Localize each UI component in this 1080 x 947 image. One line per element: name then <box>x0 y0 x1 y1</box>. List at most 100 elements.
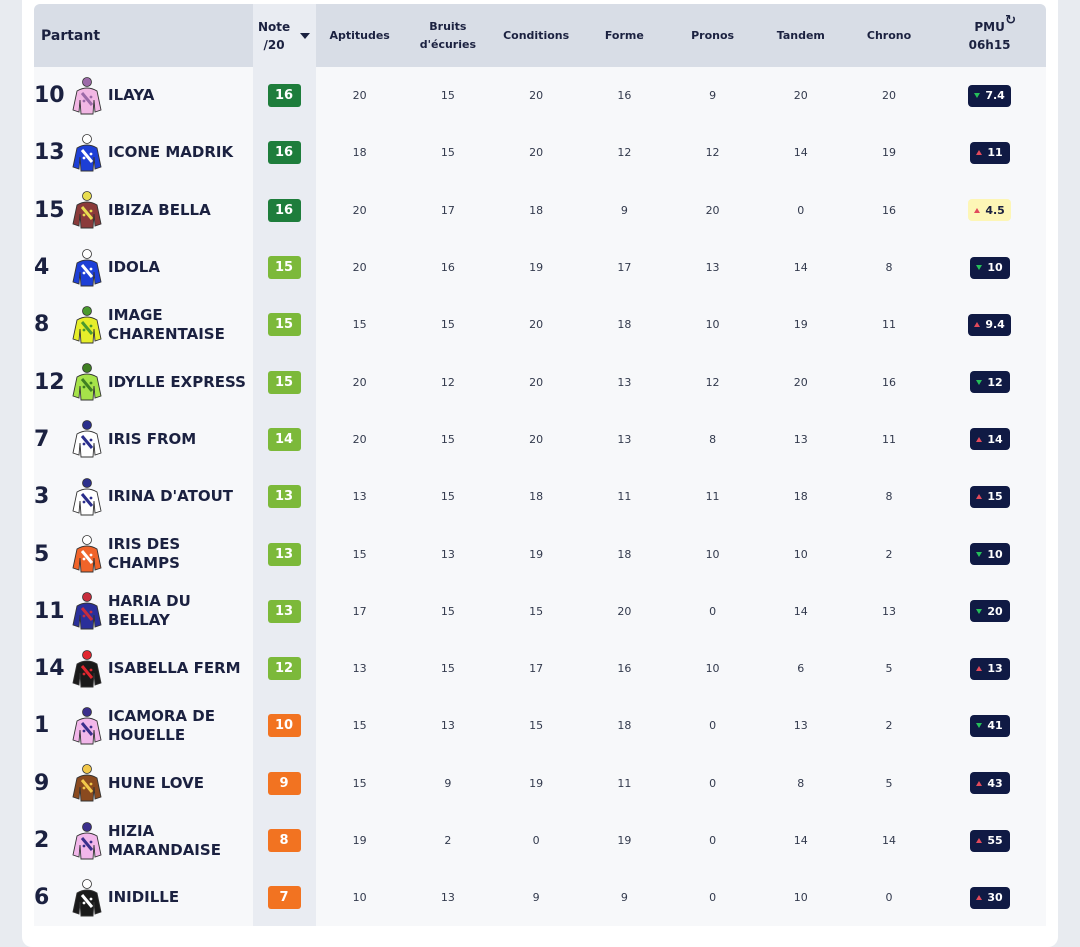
table-row[interactable]: 14 ISABELLA FERM 12 13 15 17 16 10 6 5 13 <box>34 639 1046 698</box>
table-row[interactable]: 4 IDOLA 15 20 16 19 17 13 14 8 10 <box>34 238 1046 297</box>
partants-table: Partant Note /20 Aptitudes Bruits d'écur… <box>34 4 1046 927</box>
pmu-odds-value: 20 <box>987 604 1003 618</box>
partant-cell[interactable]: 15 IBIZA BELLA <box>34 182 253 239</box>
note-cell: 16 <box>252 181 316 239</box>
horse-number: 6 <box>34 885 50 911</box>
pmu-cell: 30 <box>933 869 1046 926</box>
col-partant[interactable]: Partant <box>34 4 253 67</box>
jockey-silk-icon <box>70 76 104 116</box>
table-row[interactable]: 6 INIDILLE 7 10 13 9 9 0 10 0 30 <box>34 869 1046 927</box>
aptitudes-cell: 20 <box>352 261 367 275</box>
horse-number: 5 <box>34 541 50 567</box>
note-cell: 7 <box>252 869 316 927</box>
table-row[interactable]: 7 IRIS FROM 14 20 15 20 13 8 13 11 14 <box>34 410 1046 469</box>
horse-number: 7 <box>34 426 50 452</box>
tandem-cell: 8 <box>797 776 805 790</box>
partant-cell[interactable]: 9 HUNE LOVE <box>34 755 253 812</box>
bruits-cell: 16 <box>440 261 455 275</box>
pmu-cell: 12 <box>933 353 1046 410</box>
horse-name[interactable]: INIDILLE <box>108 888 180 907</box>
tandem-cell: 10 <box>793 547 808 561</box>
aptitudes-cell: 17 <box>352 604 367 618</box>
partant-cell[interactable]: 2 HIZIA MARANDAISE <box>34 812 253 869</box>
table-row[interactable]: 8 IMAGE CHARENTAISE 15 15 15 20 18 10 19 11 9.… <box>34 296 1046 354</box>
pmu-odds-value: 4.5 <box>985 203 1005 217</box>
horse-name[interactable]: IDYLLE EXPRESS <box>108 372 246 391</box>
horse-name[interactable]: HUNE LOVE <box>108 773 204 792</box>
horse-number: 13 <box>34 140 65 166</box>
chrono-cell: 8 <box>885 490 893 504</box>
pmu-odds-badge: 7.4 <box>968 84 1011 107</box>
table-row[interactable]: 5 IRIS DES CHAMPS 13 15 13 19 18 10 10 2 10 <box>34 525 1046 583</box>
partant-cell[interactable]: 6 INIDILLE <box>34 869 253 926</box>
col-conditions-label: Conditions <box>503 28 570 42</box>
partant-cell[interactable]: 13 ICONE MADRIK <box>34 124 253 181</box>
horse-name[interactable]: IRIS FROM <box>108 429 197 448</box>
col-conditions[interactable]: Conditions <box>492 4 580 67</box>
jockey-silk-icon <box>70 477 104 517</box>
partant-cell[interactable]: 7 IRIS FROM <box>34 411 253 468</box>
table-row[interactable]: 9 HUNE LOVE 9 15 9 19 11 0 8 5 43 <box>34 754 1046 812</box>
pronos-cell: 10 <box>705 547 720 561</box>
table-row[interactable]: 13 ICONE MADRIK 16 18 15 20 12 12 14 19 11 <box>34 124 1046 182</box>
horse-name[interactable]: IRINA D'ATOUT <box>108 487 233 506</box>
table-row[interactable]: 2 HIZIA MARANDAISE 8 19 2 0 19 0 14 14 55 <box>34 811 1046 870</box>
conditions-cell: 18 <box>529 490 544 504</box>
partant-cell[interactable]: 8 IMAGE CHARENTAISE <box>34 296 253 353</box>
partant-cell[interactable]: 14 ISABELLA FERM <box>34 640 253 697</box>
horse-name[interactable]: ICAMORA DE HOUELLE <box>108 706 215 744</box>
pronos-cell: 10 <box>705 318 720 332</box>
horse-name[interactable]: IMAGE CHARENTAISE <box>108 305 225 343</box>
pronos-cell: 10 <box>705 662 720 676</box>
pmu-cell: 14 <box>933 411 1046 468</box>
table-row[interactable]: 15 IBIZA BELLA 16 20 17 18 9 20 0 16 4.5 <box>34 181 1046 239</box>
pmu-odds-value: 7.4 <box>985 89 1005 103</box>
pronos-cell: 0 <box>709 891 717 905</box>
bruits-cell: 17 <box>440 203 455 217</box>
bruits-cell: 15 <box>440 604 455 618</box>
col-pmu-line1: PMU <box>974 19 1005 34</box>
forme-cell: 11 <box>617 490 632 504</box>
partant-cell[interactable]: 3 IRINA D'ATOUT <box>34 468 253 525</box>
col-bruits[interactable]: Bruits d'écuries <box>404 4 492 67</box>
horse-name[interactable]: ICONE MADRIK <box>108 143 234 162</box>
table-row[interactable]: 12 IDYLLE EXPRESS 15 20 12 20 13 12 20 16 12 <box>34 353 1046 411</box>
partant-cell[interactable]: 10 ILAYA <box>34 67 253 124</box>
forme-cell: 9 <box>620 203 628 217</box>
horse-name[interactable]: HIZIA MARANDAISE <box>108 821 221 859</box>
col-pmu[interactable]: PMU 06h15 ↻ <box>933 4 1046 67</box>
forme-cell: 11 <box>617 776 632 790</box>
partant-cell[interactable]: 4 IDOLA <box>34 239 253 296</box>
trend-up-icon <box>976 895 983 901</box>
bruits-cell: 13 <box>440 719 455 733</box>
horse-name[interactable]: IDOLA <box>108 258 160 277</box>
jockey-silk-icon <box>70 763 104 803</box>
tandem-cell: 14 <box>793 604 808 618</box>
partant-cell[interactable]: 12 IDYLLE EXPRESS <box>34 353 253 410</box>
note-cell: 8 <box>252 811 316 870</box>
horse-name[interactable]: ILAYA <box>108 86 155 105</box>
col-aptitudes[interactable]: Aptitudes <box>316 4 404 67</box>
horse-name[interactable]: IBIZA BELLA <box>108 200 211 219</box>
col-chrono[interactable]: Chrono <box>845 4 933 67</box>
col-pronos[interactable]: Pronos <box>668 4 756 67</box>
col-forme[interactable]: Forme <box>580 4 668 67</box>
refresh-icon[interactable]: ↻ <box>1005 13 1016 28</box>
pmu-odds-badge: 14 <box>969 428 1010 451</box>
table-row[interactable]: 11 HARIA DU BELLAY 13 17 15 15 20 0 14 13 20 <box>34 582 1046 640</box>
table-row[interactable]: 10 ILAYA 16 20 15 20 16 9 20 20 7.4 <box>34 67 1046 125</box>
trend-down-icon <box>974 93 981 99</box>
col-tandem[interactable]: Tandem <box>757 4 845 67</box>
horse-name[interactable]: ISABELLA FERM <box>108 659 241 678</box>
table-row[interactable]: 3 IRINA D'ATOUT 13 13 15 18 11 11 18 8 15 <box>34 468 1046 526</box>
partant-cell[interactable]: 11 HARIA DU BELLAY <box>34 583 253 640</box>
table-row[interactable]: 1 ICAMORA DE HOUELLE 10 15 13 15 18 0 13 2 41 <box>34 697 1046 755</box>
pmu-cell: 41 <box>933 697 1046 754</box>
horse-name[interactable]: IRIS DES CHAMPS <box>108 535 181 573</box>
partant-cell[interactable]: 5 IRIS DES CHAMPS <box>34 525 253 582</box>
horse-name[interactable]: HARIA DU BELLAY <box>108 592 191 630</box>
tandem-cell: 13 <box>793 719 808 733</box>
note-badge: 13 <box>267 542 301 566</box>
partant-cell[interactable]: 1 ICAMORA DE HOUELLE <box>34 697 253 754</box>
col-note-sort[interactable]: Note /20 <box>252 4 316 67</box>
